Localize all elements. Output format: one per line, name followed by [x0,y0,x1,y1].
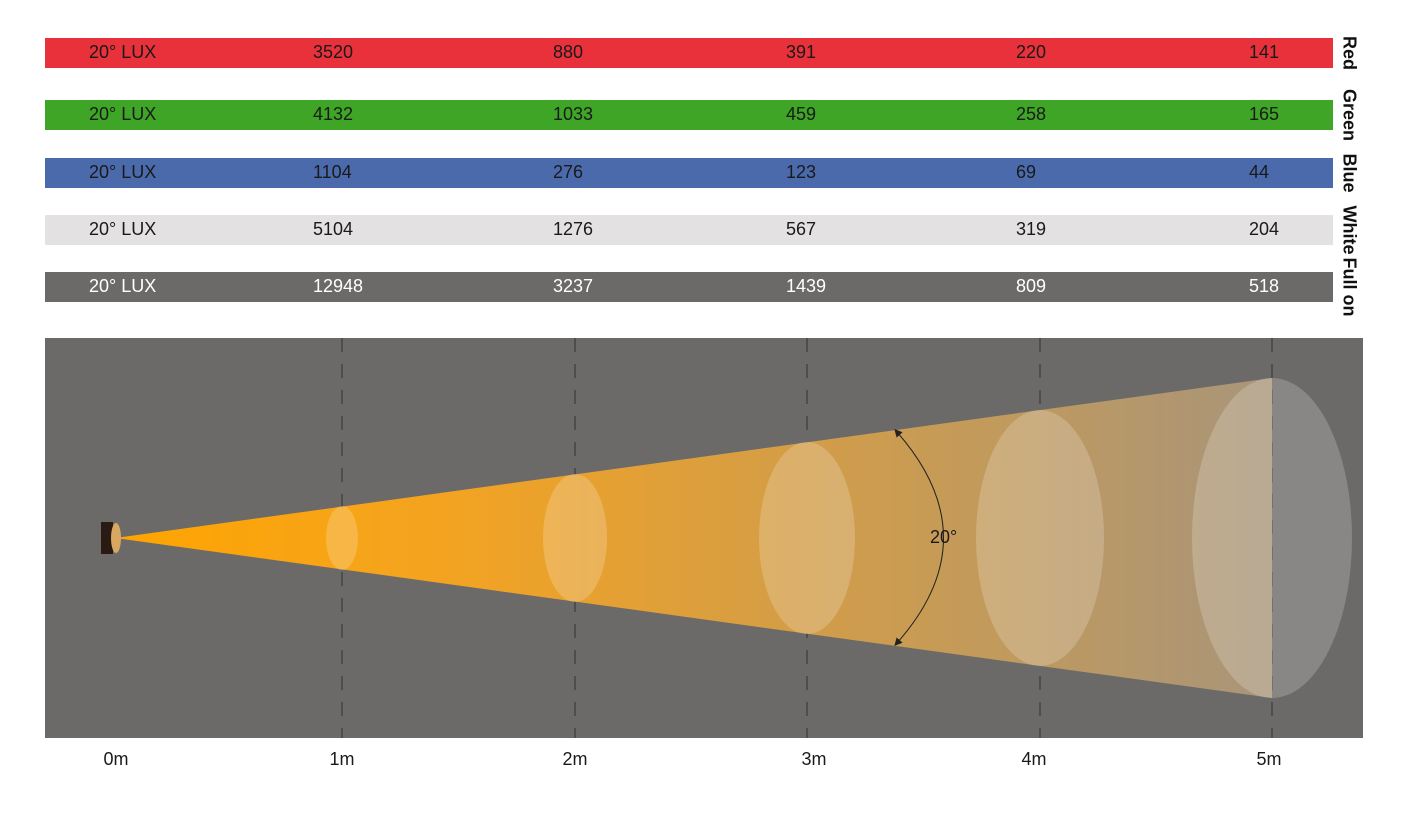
lux-value: 204 [1249,219,1279,239]
lux-value: 12948 [313,276,363,296]
lux-value: 44 [1249,162,1269,182]
row-label: 20° LUX [89,219,156,239]
row-name: White [1339,206,1359,255]
lux-value: 69 [1016,162,1036,182]
beam-spots [326,378,1352,698]
row-name: Green [1339,89,1359,141]
lux-value: 459 [786,104,816,124]
lux-value: 1104 [313,162,352,182]
lux-value: 276 [553,162,583,182]
distance-label: 2m [562,749,587,769]
beam-angle: 20° [930,527,957,547]
distance-labels: 0m 1m 2m 3m 4m 5m [103,749,1281,769]
lux-table: 20° LUX 3520 880 391 220 141 Red 20° LUX 4132 103… [45,36,1359,317]
beam-spot [543,474,607,602]
beam-spot [326,506,358,570]
lux-value: 3520 [313,42,353,62]
lux-value: 141 [1249,42,1279,62]
row-band [45,215,1333,245]
lux-value: 1439 [786,276,826,296]
row-label: 20° LUX [89,276,156,296]
row-name: Full on [1339,258,1359,317]
lux-value: 518 [1249,276,1279,296]
lux-value: 220 [1016,42,1046,62]
row-band [45,158,1333,188]
distance-label: 5m [1256,749,1281,769]
angle-arc [894,428,944,646]
distance-label: 1m [329,749,354,769]
lux-value: 5104 [313,219,353,239]
distance-label: 3m [801,749,826,769]
lux-value: 1033 [553,104,593,124]
lux-value: 258 [1016,104,1046,124]
row-band [45,38,1333,68]
fixture [101,522,113,554]
fixture-lens [111,523,121,553]
row-name: Red [1339,36,1359,70]
lux-value: 391 [786,42,816,62]
lux-value: 3237 [553,276,593,296]
beam-spot [976,410,1104,666]
lux-value: 4132 [313,104,353,124]
beam-spot [1192,378,1352,698]
row-name: Blue [1339,153,1359,192]
light-beam [115,378,1272,698]
row-label: 20° LUX [89,162,156,182]
lux-value: 567 [786,219,816,239]
row-label: 20° LUX [89,42,156,62]
row-label: 20° LUX [89,104,156,124]
row-band [45,272,1333,302]
lux-value: 123 [786,162,816,182]
distance-label: 0m [103,749,128,769]
row-band [45,100,1333,130]
lux-value: 809 [1016,276,1046,296]
beam-spot [759,442,855,634]
lux-value: 319 [1016,219,1046,239]
lux-value: 880 [553,42,583,62]
distance-label: 4m [1021,749,1046,769]
lux-value: 165 [1249,104,1279,124]
lux-value: 1276 [553,219,593,239]
